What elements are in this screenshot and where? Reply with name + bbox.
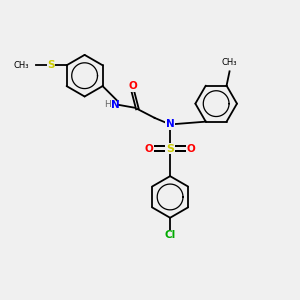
Text: O: O [129,81,137,92]
Text: S: S [166,144,174,154]
Text: N: N [111,100,120,110]
Text: S: S [47,60,55,70]
Text: CH₃: CH₃ [222,58,237,67]
Text: Cl: Cl [164,230,176,240]
Text: N: N [166,119,175,129]
Text: O: O [187,144,195,154]
Text: H: H [104,100,111,109]
Text: O: O [145,144,154,154]
Text: CH₃: CH₃ [14,61,29,70]
